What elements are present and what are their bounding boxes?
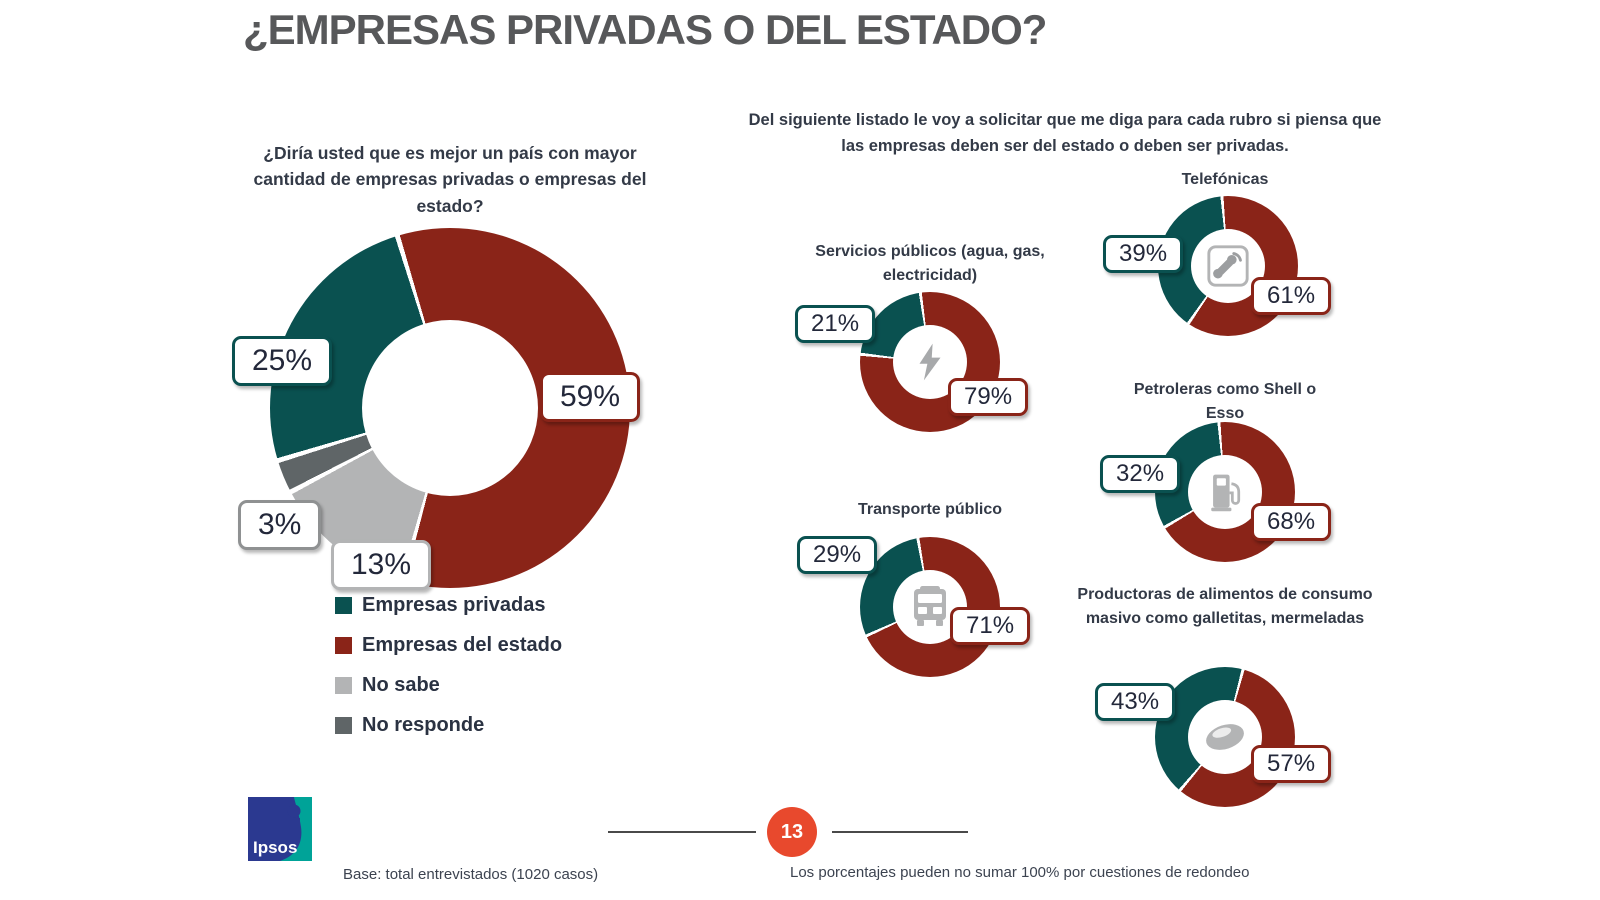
percent-value: 43% [1111, 688, 1160, 715]
percent-label-estado: 57% [1251, 745, 1332, 783]
percent-value: 25% [252, 344, 313, 377]
legend-label: Empresas del estado [362, 634, 563, 656]
legend-item-empresas-privadas: Empresas privadas [335, 594, 562, 617]
percent-value: 57% [1267, 750, 1316, 777]
percent-value: 71% [966, 612, 1015, 639]
sector-petroleras: Petroleras como Shell o Esso 32% 68% [1075, 378, 1375, 588]
percent-label-privadas: 43% [1095, 683, 1176, 721]
legend-label: No responde [362, 714, 485, 736]
sector-donut-chart [1155, 422, 1295, 562]
percent-value: 79% [964, 383, 1013, 410]
legend-swatch-darkgray [335, 717, 352, 734]
percent-value: 32% [1116, 460, 1165, 487]
sector-servicios-publicos: Servicios públicos (agua, gas, electrici… [790, 240, 1070, 455]
fuel-pump-icon [1211, 474, 1241, 512]
legend-label: Empresas privadas [362, 594, 546, 616]
legend-swatch-red [335, 637, 352, 654]
sector-donut-hole [1188, 700, 1262, 774]
percent-value: 13% [351, 548, 412, 581]
page-number-badge: 13 [767, 807, 817, 857]
percent-value: 61% [1267, 282, 1316, 309]
percent-label-estado: 59% [540, 372, 641, 422]
sector-transporte-publico: Transporte público 29% 71% [790, 498, 1070, 698]
page-number: 13 [780, 820, 804, 843]
bus-icon [914, 586, 946, 626]
sector-title: Productoras de alimentos de consumo masi… [1077, 586, 1373, 627]
percent-label-privadas: 39% [1103, 235, 1184, 273]
phone-icon [1207, 245, 1249, 287]
percent-label-estado: 71% [950, 607, 1031, 645]
ipsos-logo: Ipsos [248, 797, 312, 861]
legend-label: No sabe [362, 674, 440, 696]
legend: Empresas privadas Empresas del estado No… [335, 594, 562, 737]
sector-title: Telefónicas [1181, 171, 1269, 188]
ipsos-logo-text: Ipsos [253, 838, 297, 857]
sector-telefonicas: Telefónicas 39% 61% [1075, 168, 1375, 368]
percent-label-privadas: 25% [232, 336, 333, 386]
percent-label-no-responde: 3% [238, 500, 322, 550]
main-donut-hole [362, 320, 538, 496]
percent-label-estado: 79% [948, 378, 1029, 416]
legend-item-empresas-del-estado: Empresas del estado [335, 634, 562, 657]
main-chart-question: ¿Diría usted que es mejor un país con ma… [253, 143, 647, 216]
percent-label-privadas: 32% [1100, 455, 1181, 493]
divider-line-left [608, 831, 756, 833]
legend-item-no-responde: No responde [335, 714, 562, 737]
legend-item-no-sabe: No sabe [335, 674, 562, 697]
lightning-icon [919, 343, 941, 381]
legend-swatch-lightgray [335, 677, 352, 694]
percent-label-estado: 61% [1251, 277, 1332, 315]
sector-productoras-alimentos: Productoras de alimentos de consumo masi… [1065, 583, 1385, 813]
percent-label-estado: 68% [1251, 503, 1332, 541]
sector-title: Petroleras como Shell o Esso [1133, 381, 1317, 422]
divider-line-right [832, 831, 968, 833]
percent-label-privadas: 21% [795, 305, 876, 343]
rounding-note: Los porcentajes pueden no sumar 100% por… [790, 864, 1250, 881]
page-title: ¿EMPRESAS PRIVADAS O DEL ESTADO? [243, 6, 1047, 53]
percent-value: 39% [1119, 240, 1168, 267]
right-panel-intro: Del siguiente listado le voy a solicitar… [748, 111, 1382, 155]
sector-title: Transporte público [857, 501, 1002, 518]
sector-donut-hole [1188, 455, 1262, 529]
percent-value: 59% [560, 380, 621, 413]
sector-donut-chart [1155, 667, 1295, 807]
base-note: Base: total entrevistados (1020 casos) [343, 866, 599, 883]
percent-label-no-sabe: 13% [331, 540, 432, 590]
legend-swatch-teal [335, 597, 352, 614]
bread-icon [1206, 724, 1244, 750]
percent-label-privadas: 29% [797, 536, 878, 574]
percent-value: 68% [1267, 508, 1316, 535]
sector-title: Servicios públicos (agua, gas, electrici… [815, 243, 1045, 284]
percent-value: 21% [811, 310, 860, 337]
percent-value: 3% [258, 508, 302, 541]
percent-value: 29% [813, 541, 862, 568]
